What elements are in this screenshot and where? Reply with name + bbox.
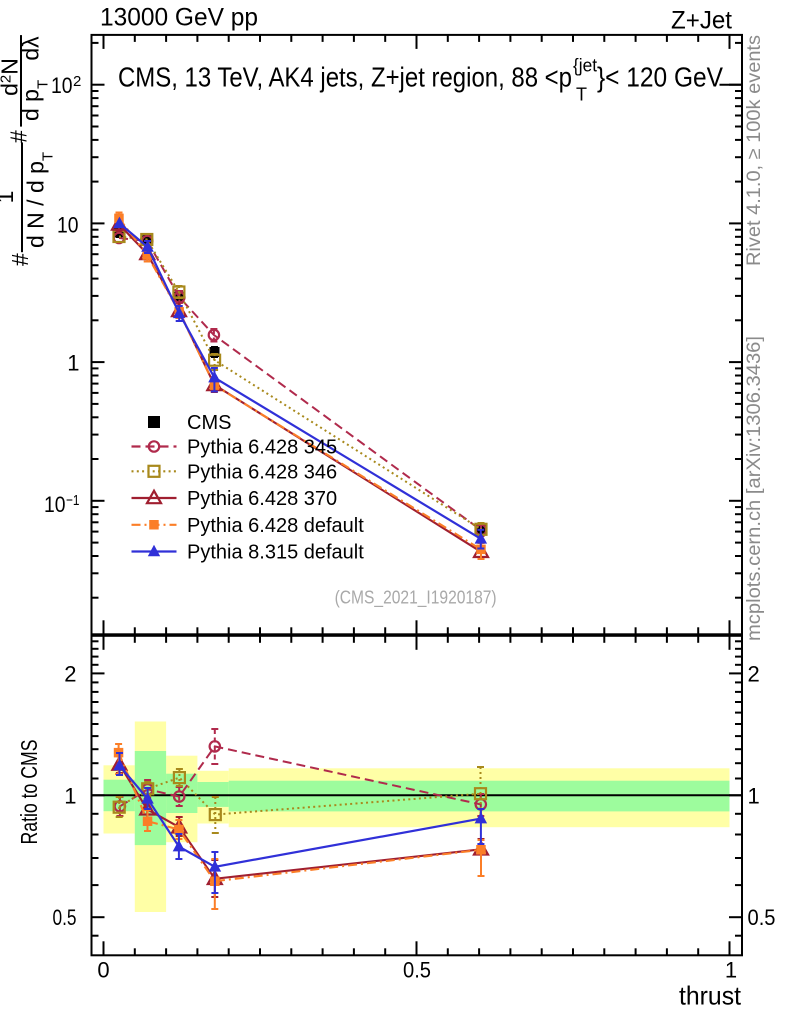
svg-text:Pythia 8.315 default: Pythia 8.315 default: [187, 542, 364, 564]
svg-text:1: 1: [748, 783, 760, 808]
svg-text:2: 2: [748, 661, 760, 686]
svg-text:1: 1: [725, 958, 737, 983]
svg-text:2: 2: [64, 661, 76, 686]
svg-text:1: 1: [64, 783, 76, 808]
svg-text:Pythia 6.428 346: Pythia 6.428 346: [187, 461, 337, 483]
svg-text:Pythia 6.428 default: Pythia 6.428 default: [187, 515, 364, 537]
svg-text:{jet: {jet: [573, 56, 597, 76]
svg-text:0.5: 0.5: [403, 958, 431, 983]
svg-text:Rivet 4.1.0, ≥ 100k events: Rivet 4.1.0, ≥ 100k events: [744, 35, 765, 266]
svg-text:(CMS_2021_I1920187): (CMS_2021_I1920187): [335, 588, 497, 609]
svg-text:#: #: [6, 130, 32, 143]
svg-text:mcplots.cern.ch [arXiv:1306.34: mcplots.cern.ch [arXiv:1306.3436]: [744, 336, 765, 641]
svg-text:10: 10: [51, 73, 73, 98]
svg-text:CMS, 13 TeV, AK4 jets, Z+jet r: CMS, 13 TeV, AK4 jets, Z+jet region, 88 …: [118, 62, 572, 93]
svg-text:0.5: 0.5: [748, 905, 776, 930]
svg-text:Ratio to CMS: Ratio to CMS: [16, 740, 42, 845]
svg-text:d2N: d2N: [0, 58, 23, 96]
svg-text:0: 0: [97, 958, 109, 983]
svg-text:−1: −1: [66, 492, 80, 509]
svg-text:Pythia 6.428 370: Pythia 6.428 370: [187, 488, 337, 510]
svg-text:CMS: CMS: [187, 412, 231, 434]
svg-text:thrust: thrust: [679, 981, 742, 1011]
svg-text:10: 10: [44, 492, 66, 517]
svg-text:2: 2: [73, 73, 81, 90]
svg-text:0.5: 0.5: [53, 905, 77, 930]
svg-text:#: #: [7, 253, 33, 266]
svg-text:13000 GeV pp: 13000 GeV pp: [100, 4, 258, 32]
svg-text:10: 10: [57, 212, 79, 237]
svg-text:}< 120 GeV: }< 120 GeV: [597, 62, 723, 93]
svg-text:Pythia 6.428 345: Pythia 6.428 345: [187, 437, 337, 459]
svg-text:1: 1: [0, 191, 18, 204]
svg-text:1: 1: [67, 350, 79, 375]
svg-text:Z+Jet: Z+Jet: [671, 7, 732, 35]
svg-text:T: T: [576, 85, 587, 105]
